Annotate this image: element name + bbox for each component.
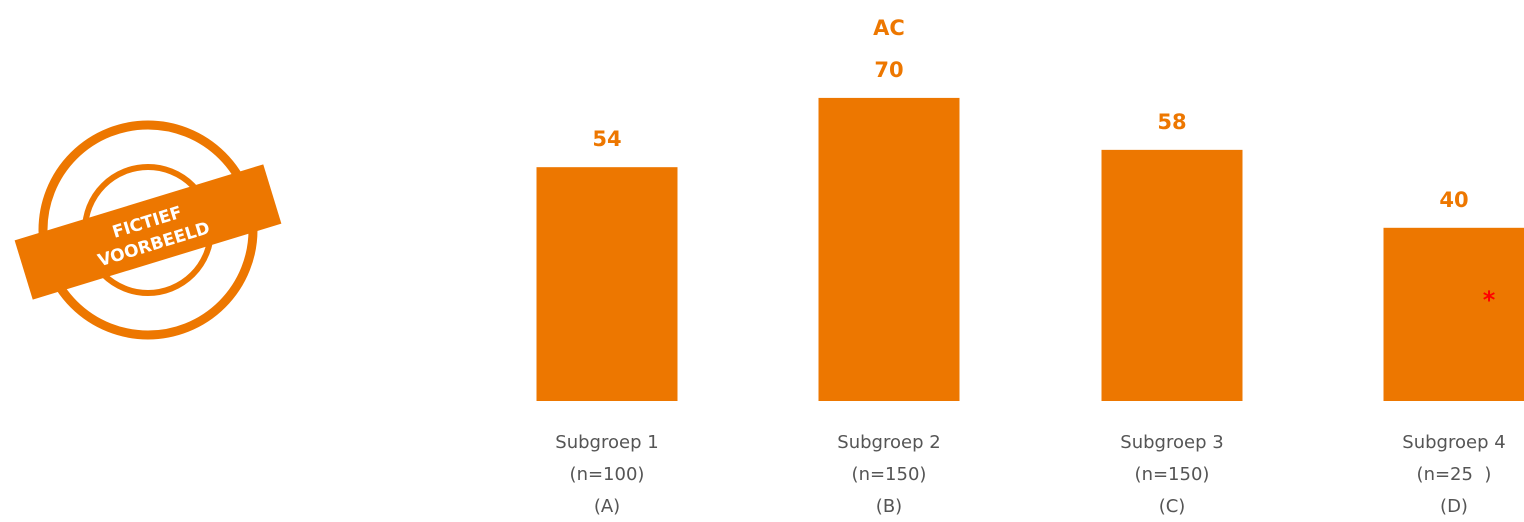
significance-asterisk-4: * <box>1483 286 1496 314</box>
bar-1 <box>536 167 678 401</box>
category-label-2-line-3: (B) <box>876 496 902 517</box>
category-label-2-line-2: (n=150) <box>852 464 927 485</box>
significance-label-2: AC <box>873 16 905 40</box>
category-label-2-line-1: Subgroep 2 <box>837 432 940 453</box>
category-label-4-line-3: (D) <box>1440 496 1468 517</box>
value-label-3: 58 <box>1157 110 1186 134</box>
category-label-4-line-1: Subgroep 4 <box>1402 432 1505 453</box>
value-label-2: 70 <box>874 58 903 82</box>
category-label-1-line-3: (A) <box>594 496 620 517</box>
bar-4 <box>1383 227 1524 401</box>
value-label-1: 54 <box>592 127 621 151</box>
category-label-3-line-2: (n=150) <box>1135 464 1210 485</box>
value-label-4: 40 <box>1439 188 1468 212</box>
category-label-1-line-2: (n=100) <box>570 464 645 485</box>
bar-2 <box>818 97 960 402</box>
category-label-4-line-2: (n=25 ) <box>1417 464 1492 485</box>
stamp-banner <box>14 164 282 300</box>
category-label-3-line-3: (C) <box>1159 496 1186 517</box>
bar-3 <box>1101 149 1243 401</box>
category-label-1-line-1: Subgroep 1 <box>555 432 658 453</box>
category-label-3-line-1: Subgroep 3 <box>1120 432 1223 453</box>
fictief-voorbeeld-stamp: FICTIEF VOORBEELD <box>14 120 282 340</box>
